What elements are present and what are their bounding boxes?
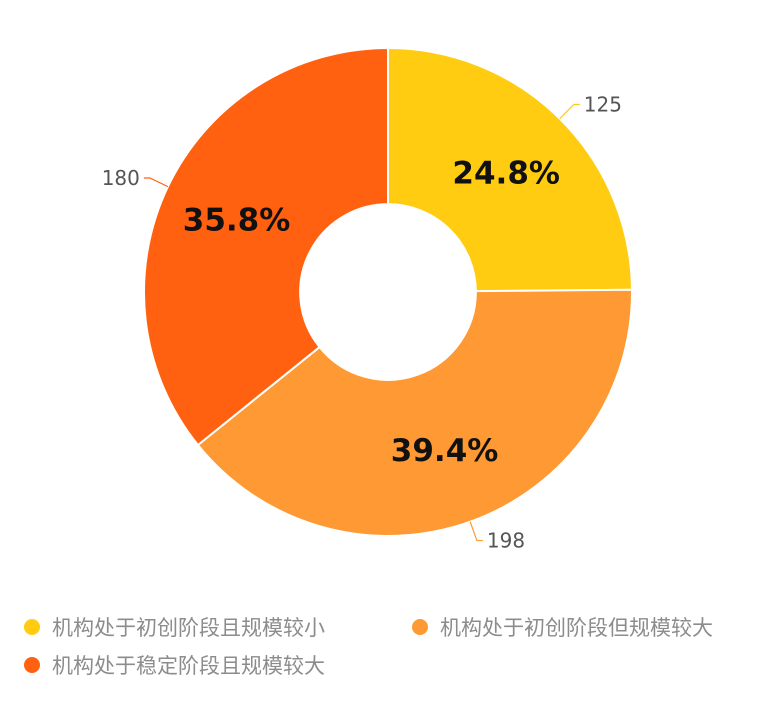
leader-line-startup-small (559, 103, 580, 120)
slice-stable-large[interactable] (143, 46, 389, 447)
legend-swatch-stable-large (24, 657, 40, 673)
legend-item-stable-large[interactable]: 机构处于稳定阶段且规模较大 (24, 650, 325, 680)
legend-item-startup-large[interactable]: 机构处于初创阶段但规模较大 (412, 612, 713, 642)
slice-startup-large[interactable] (196, 288, 633, 537)
value-label-startup-large: 198 (487, 529, 525, 553)
legend-swatch-startup-small (24, 619, 40, 635)
legend-item-startup-small[interactable]: 机构处于初创阶段且规模较小 (24, 612, 325, 642)
legend-label-startup-large: 机构处于初创阶段但规模较大 (440, 616, 713, 640)
slice-startup-small[interactable] (387, 46, 633, 293)
legend-label-startup-small: 机构处于初创阶段且规模较小 (52, 616, 325, 640)
leader-line-startup-large (469, 521, 483, 542)
percent-label-stable-large: 35.8% (183, 202, 291, 238)
percent-label-startup-small: 24.8% (452, 156, 560, 192)
donut-chart: 24.8% 39.4% 35.8% 125 198 180 (102, 46, 633, 553)
legend-label-stable-large: 机构处于稳定阶段且规模较大 (52, 654, 325, 678)
value-label-stable-large: 180 (102, 166, 140, 190)
leader-line-stable-large (143, 177, 169, 188)
legend-swatch-startup-large (412, 619, 428, 635)
percent-label-startup-large: 39.4% (391, 433, 499, 469)
value-label-startup-small: 125 (584, 92, 622, 116)
